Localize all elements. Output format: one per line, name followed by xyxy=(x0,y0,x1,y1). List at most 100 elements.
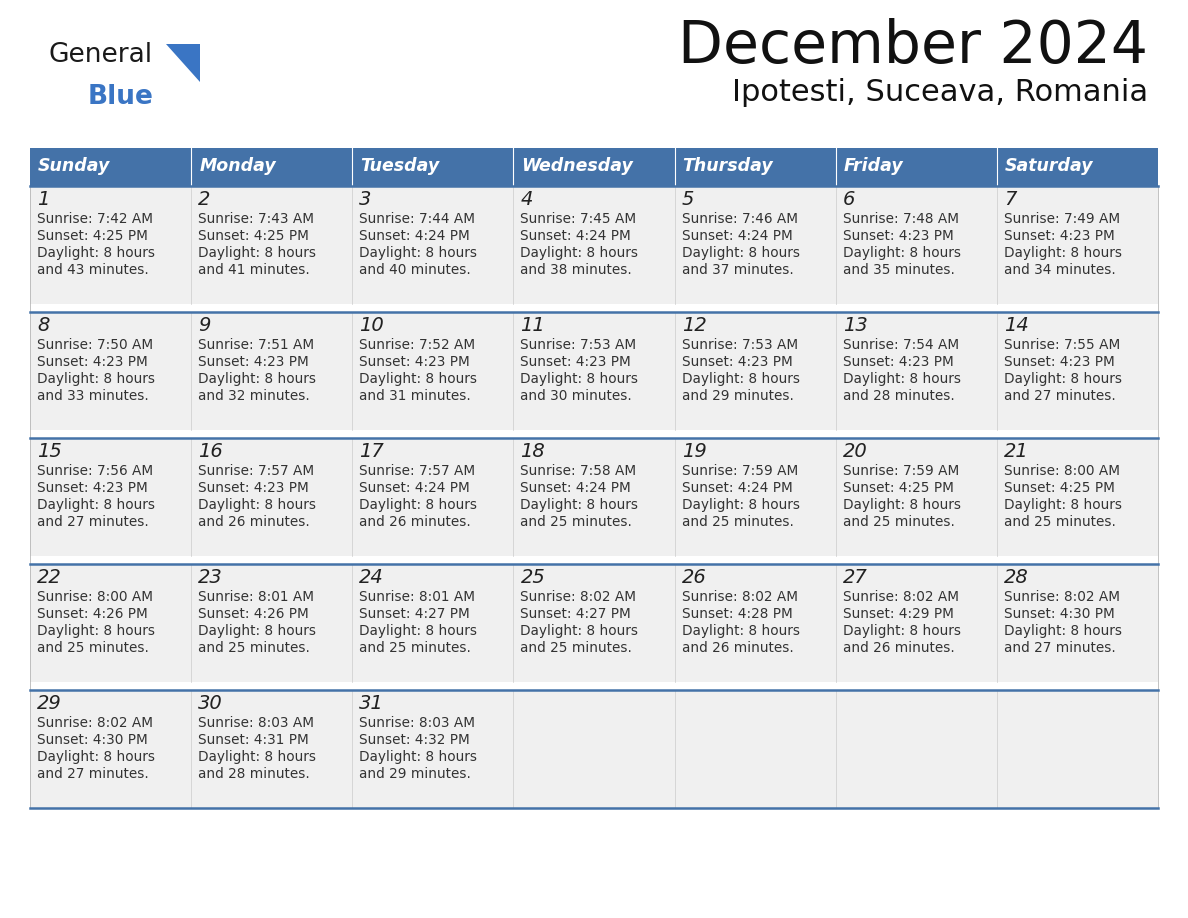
Text: 11: 11 xyxy=(520,316,545,335)
Bar xyxy=(835,186,997,304)
Bar xyxy=(30,148,191,186)
Text: Sunset: 4:24 PM: Sunset: 4:24 PM xyxy=(520,229,631,243)
Text: Thursday: Thursday xyxy=(683,157,773,175)
Text: 14: 14 xyxy=(1004,316,1029,335)
Text: and 43 minutes.: and 43 minutes. xyxy=(37,263,148,277)
Text: Daylight: 8 hours: Daylight: 8 hours xyxy=(1004,498,1121,512)
Bar xyxy=(835,148,997,186)
Bar xyxy=(675,438,835,556)
Text: and 35 minutes.: and 35 minutes. xyxy=(842,263,955,277)
Text: Sunset: 4:25 PM: Sunset: 4:25 PM xyxy=(1004,481,1114,495)
Text: Sunrise: 8:02 AM: Sunrise: 8:02 AM xyxy=(682,590,797,604)
Text: 6: 6 xyxy=(842,190,855,209)
Text: 1: 1 xyxy=(37,190,50,209)
Text: and 27 minutes.: and 27 minutes. xyxy=(37,515,148,529)
Bar xyxy=(835,438,997,556)
Text: Sunrise: 7:46 AM: Sunrise: 7:46 AM xyxy=(682,212,797,226)
Text: Sunday: Sunday xyxy=(38,157,110,175)
Text: Sunset: 4:24 PM: Sunset: 4:24 PM xyxy=(359,481,470,495)
Text: Daylight: 8 hours: Daylight: 8 hours xyxy=(359,624,478,638)
Text: 29: 29 xyxy=(37,694,62,713)
Text: Sunrise: 7:57 AM: Sunrise: 7:57 AM xyxy=(359,464,475,478)
Text: Daylight: 8 hours: Daylight: 8 hours xyxy=(682,498,800,512)
Bar xyxy=(30,438,191,556)
Text: Daylight: 8 hours: Daylight: 8 hours xyxy=(842,246,961,260)
Bar xyxy=(675,564,835,682)
Text: 18: 18 xyxy=(520,442,545,461)
Text: and 38 minutes.: and 38 minutes. xyxy=(520,263,632,277)
Text: Sunrise: 7:44 AM: Sunrise: 7:44 AM xyxy=(359,212,475,226)
Text: 22: 22 xyxy=(37,568,62,587)
Text: Sunset: 4:32 PM: Sunset: 4:32 PM xyxy=(359,733,470,747)
Text: Sunrise: 7:55 AM: Sunrise: 7:55 AM xyxy=(1004,338,1120,352)
Text: Sunset: 4:26 PM: Sunset: 4:26 PM xyxy=(37,607,147,621)
Text: Sunset: 4:23 PM: Sunset: 4:23 PM xyxy=(842,355,954,369)
Bar xyxy=(191,438,353,556)
Text: Sunset: 4:23 PM: Sunset: 4:23 PM xyxy=(198,481,309,495)
Text: and 33 minutes.: and 33 minutes. xyxy=(37,389,148,403)
Text: 28: 28 xyxy=(1004,568,1029,587)
Text: Sunset: 4:27 PM: Sunset: 4:27 PM xyxy=(359,607,470,621)
Text: Sunrise: 7:43 AM: Sunrise: 7:43 AM xyxy=(198,212,314,226)
Text: 5: 5 xyxy=(682,190,694,209)
Bar xyxy=(835,312,997,430)
Text: 16: 16 xyxy=(198,442,223,461)
Text: 17: 17 xyxy=(359,442,384,461)
Text: December 2024: December 2024 xyxy=(678,18,1148,75)
Text: Sunset: 4:25 PM: Sunset: 4:25 PM xyxy=(842,481,954,495)
Bar xyxy=(191,690,353,808)
Bar xyxy=(513,312,675,430)
Text: 26: 26 xyxy=(682,568,707,587)
Text: Sunset: 4:24 PM: Sunset: 4:24 PM xyxy=(359,229,470,243)
Bar xyxy=(353,148,513,186)
Bar xyxy=(997,148,1158,186)
Text: Sunrise: 7:48 AM: Sunrise: 7:48 AM xyxy=(842,212,959,226)
Text: Sunset: 4:24 PM: Sunset: 4:24 PM xyxy=(682,481,792,495)
Text: Sunrise: 8:02 AM: Sunrise: 8:02 AM xyxy=(520,590,637,604)
Text: 7: 7 xyxy=(1004,190,1016,209)
Text: Daylight: 8 hours: Daylight: 8 hours xyxy=(1004,246,1121,260)
Text: and 25 minutes.: and 25 minutes. xyxy=(1004,515,1116,529)
Bar xyxy=(513,148,675,186)
Bar xyxy=(675,148,835,186)
Text: Sunrise: 8:03 AM: Sunrise: 8:03 AM xyxy=(198,716,314,730)
Text: and 25 minutes.: and 25 minutes. xyxy=(37,641,148,655)
Bar xyxy=(675,690,835,808)
Text: 8: 8 xyxy=(37,316,50,335)
Text: Daylight: 8 hours: Daylight: 8 hours xyxy=(682,372,800,386)
Bar xyxy=(997,690,1158,808)
Bar xyxy=(30,312,191,430)
Text: Sunrise: 8:01 AM: Sunrise: 8:01 AM xyxy=(198,590,314,604)
Text: Sunset: 4:23 PM: Sunset: 4:23 PM xyxy=(682,355,792,369)
Text: Sunrise: 7:45 AM: Sunrise: 7:45 AM xyxy=(520,212,637,226)
Polygon shape xyxy=(166,44,200,82)
Text: Sunrise: 7:58 AM: Sunrise: 7:58 AM xyxy=(520,464,637,478)
Text: Sunset: 4:25 PM: Sunset: 4:25 PM xyxy=(198,229,309,243)
Bar xyxy=(997,312,1158,430)
Text: 19: 19 xyxy=(682,442,707,461)
Text: 23: 23 xyxy=(198,568,223,587)
Bar xyxy=(835,564,997,682)
Text: Daylight: 8 hours: Daylight: 8 hours xyxy=(37,624,154,638)
Bar xyxy=(513,438,675,556)
Bar xyxy=(353,312,513,430)
Text: Sunset: 4:23 PM: Sunset: 4:23 PM xyxy=(1004,355,1114,369)
Text: Sunset: 4:31 PM: Sunset: 4:31 PM xyxy=(198,733,309,747)
Text: 27: 27 xyxy=(842,568,867,587)
Text: Sunset: 4:30 PM: Sunset: 4:30 PM xyxy=(37,733,147,747)
Text: 20: 20 xyxy=(842,442,867,461)
Text: Daylight: 8 hours: Daylight: 8 hours xyxy=(682,246,800,260)
Text: Monday: Monday xyxy=(200,157,276,175)
Text: Sunset: 4:23 PM: Sunset: 4:23 PM xyxy=(520,355,631,369)
Text: 4: 4 xyxy=(520,190,532,209)
Bar xyxy=(353,186,513,304)
Text: Sunrise: 7:56 AM: Sunrise: 7:56 AM xyxy=(37,464,153,478)
Text: Sunrise: 8:03 AM: Sunrise: 8:03 AM xyxy=(359,716,475,730)
Text: Daylight: 8 hours: Daylight: 8 hours xyxy=(520,372,638,386)
Text: Sunset: 4:23 PM: Sunset: 4:23 PM xyxy=(37,481,147,495)
Text: and 30 minutes.: and 30 minutes. xyxy=(520,389,632,403)
Text: 12: 12 xyxy=(682,316,707,335)
Text: Sunset: 4:23 PM: Sunset: 4:23 PM xyxy=(842,229,954,243)
Text: Daylight: 8 hours: Daylight: 8 hours xyxy=(842,498,961,512)
Text: and 25 minutes.: and 25 minutes. xyxy=(842,515,955,529)
